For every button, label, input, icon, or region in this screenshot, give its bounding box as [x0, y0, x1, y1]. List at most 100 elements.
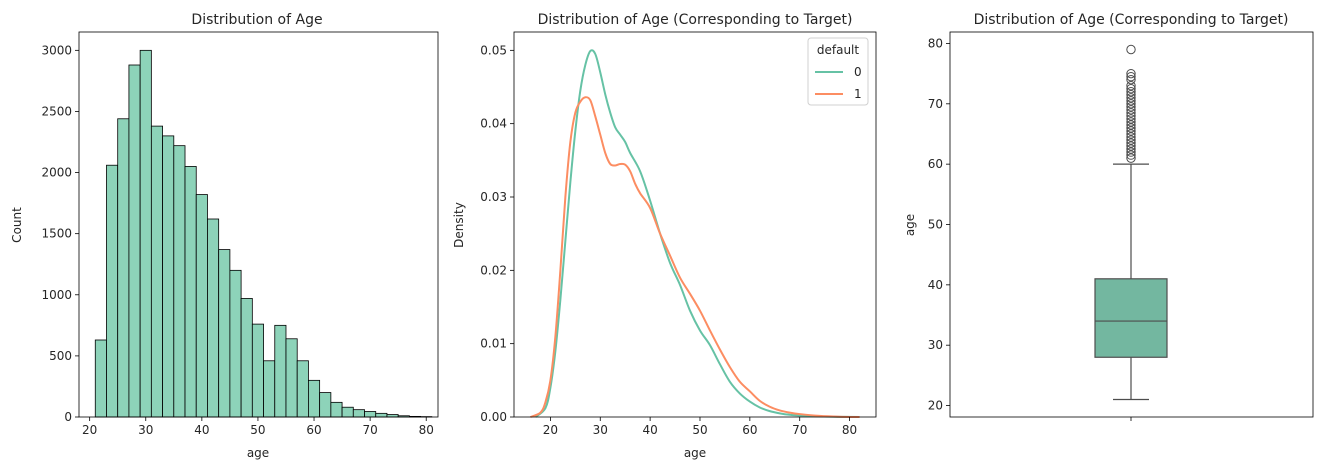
x-tick-label: 50 [250, 423, 265, 437]
kde-line-0 [534, 49, 860, 418]
y-tick-label: 2000 [41, 166, 72, 180]
kde-legend: default 0 1 [807, 37, 869, 106]
y-tick-label: 60 [928, 157, 943, 171]
histogram-bar [173, 145, 186, 418]
outlier-point [1126, 71, 1136, 82]
legend-label-1: 1 [854, 87, 862, 101]
y-tick-label: 0.05 [480, 43, 507, 57]
kde-frame [513, 31, 877, 418]
histogram-x-label: age [247, 446, 269, 460]
histogram-bar [296, 360, 309, 418]
boxplot-y-ticks: 20 30 40 50 60 70 80 [928, 36, 950, 413]
outlier-point [1126, 141, 1136, 151]
histogram-bar [195, 194, 208, 418]
boxplot-title: Distribution of Age (Corresponding to Ta… [974, 12, 1289, 28]
outlier-point [1126, 135, 1136, 145]
x-tick-label: 20 [543, 423, 558, 437]
y-tick-label: 70 [928, 97, 943, 111]
x-tick-label: 40 [194, 423, 209, 437]
outlier-point [1126, 144, 1136, 154]
outlier-point [1126, 153, 1136, 163]
outlier-point [1126, 84, 1136, 94]
kde-y-ticks: 0.00 0.01 0.02 0.03 0.04 0.05 [480, 43, 514, 424]
boxplot-box [1094, 163, 1168, 401]
outlier-point [1126, 150, 1136, 160]
x-tick-label: 30 [593, 423, 608, 437]
y-tick-label: 0.04 [480, 117, 507, 131]
y-tick-label: 0.01 [480, 337, 507, 351]
y-tick-label: 0.02 [480, 263, 507, 277]
kde-panel: Distribution of Age (Corresponding to Ta… [452, 12, 877, 460]
y-tick-label: 3000 [41, 43, 72, 57]
histogram-bar [263, 360, 276, 418]
y-tick-label: 40 [928, 278, 943, 292]
y-tick-label: 1500 [41, 227, 72, 241]
histogram-bar [330, 401, 343, 418]
histogram-bar [308, 379, 321, 418]
histogram-bar [375, 412, 388, 418]
outlier-point [1126, 111, 1136, 121]
histogram-bar [139, 49, 152, 418]
outlier-point [1126, 126, 1136, 136]
histogram-bar [117, 118, 130, 418]
outlier-point [1126, 87, 1136, 97]
outlier-point [1126, 138, 1136, 148]
histogram-panel: Distribution of Age 20 30 40 50 60 70 80 0 500 1… [10, 12, 439, 460]
outlier-point [1126, 99, 1136, 109]
outlier-point [1126, 120, 1136, 130]
outlier-point [1126, 81, 1136, 91]
y-tick-label: 0 [64, 410, 72, 424]
histogram-bar [150, 125, 163, 418]
x-tick-label: 60 [742, 423, 757, 437]
outlier-point [1126, 123, 1136, 133]
y-tick-label: 0.00 [480, 410, 507, 424]
kde-x-label: age [684, 446, 706, 460]
outlier-point [1126, 93, 1136, 103]
histogram-bar [285, 338, 298, 418]
histogram-bar [94, 339, 107, 418]
outlier-point [1126, 96, 1136, 106]
outlier-point [1126, 44, 1136, 55]
x-tick-label: 80 [419, 423, 434, 437]
x-tick-label: 70 [792, 423, 807, 437]
histogram-bar [274, 324, 287, 418]
histogram-bar [128, 64, 141, 418]
outlier-point [1126, 117, 1136, 127]
outlier-point [1126, 74, 1136, 85]
boxplot-panel: Distribution of Age (Corresponding to Ta… [903, 12, 1314, 421]
x-tick-label: 30 [138, 423, 153, 437]
y-tick-label: 30 [928, 338, 943, 352]
x-tick-label: 50 [692, 423, 707, 437]
outlier-point [1126, 129, 1136, 139]
histogram-bar [251, 323, 264, 418]
outlier-point [1126, 114, 1136, 124]
outlier-point [1126, 147, 1136, 157]
y-tick-label: 0.03 [480, 190, 507, 204]
legend-label-0: 0 [854, 65, 862, 79]
boxplot-outliers [1126, 44, 1136, 163]
histogram-frame [78, 31, 439, 418]
histogram-y-ticks: 0 500 1000 1500 2000 2500 3000 [41, 43, 79, 424]
histogram-title: Distribution of Age [191, 12, 322, 28]
histogram-bar [319, 392, 332, 418]
kde-x-ticks: 20 30 40 50 60 70 80 [543, 417, 857, 437]
histogram-y-label: Count [10, 207, 24, 243]
outlier-point [1126, 102, 1136, 112]
x-tick-label: 40 [642, 423, 657, 437]
y-tick-label: 80 [928, 36, 943, 50]
histogram-bar [162, 135, 175, 418]
x-tick-label: 60 [306, 423, 321, 437]
kde-title: Distribution of Age (Corresponding to Ta… [538, 12, 853, 28]
outlier-point [1126, 105, 1136, 115]
histogram-bar [229, 269, 242, 418]
y-tick-label: 1000 [41, 288, 72, 302]
kde-line-1 [530, 96, 860, 418]
y-tick-label: 20 [928, 399, 943, 413]
histogram-bar [207, 218, 220, 418]
y-tick-label: 500 [49, 349, 72, 363]
kde-y-label: Density [452, 202, 466, 248]
y-tick-label: 2500 [41, 104, 72, 118]
outlier-point [1126, 132, 1136, 142]
boxplot-y-label: age [903, 214, 917, 236]
histogram-bar [106, 164, 119, 418]
